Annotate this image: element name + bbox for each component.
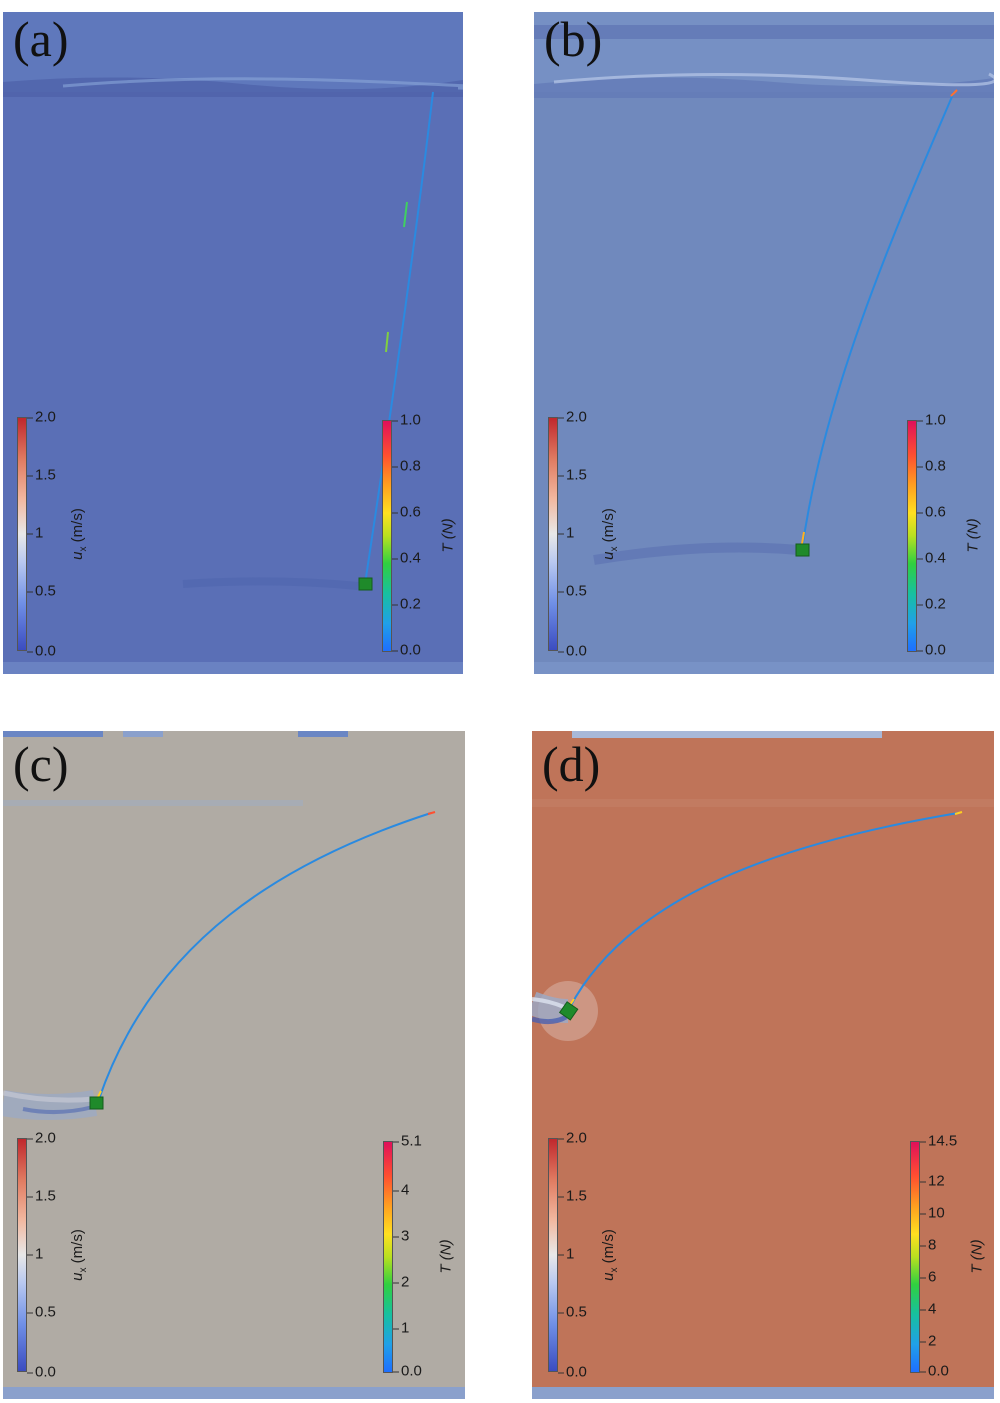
ux-tick: 0.5 [558,1304,587,1321]
ux-tick: 1 [27,525,43,542]
ux-tick: 2.0 [27,1130,56,1147]
ux-tick: 2.0 [558,409,587,426]
flow-field-c [3,731,465,1399]
ux-tick: 0.5 [27,1304,56,1321]
t-tick: 0.8 [392,458,421,475]
ux-title-symbol: u [68,1272,86,1281]
panel-label-c: (c) [13,736,69,792]
t-colorbar-a [382,420,392,652]
t-tick: 3 [393,1228,409,1245]
ux-title-symbol: u [599,1272,617,1281]
ux-colorbar-title-d: ux (m/s) [600,1229,620,1281]
ux-tick: 0.0 [27,1364,56,1381]
t-tick: 1 [393,1320,409,1337]
panel-label-d: (d) [542,736,601,792]
ux-tick: 1.5 [27,467,56,484]
t-tick: 0.4 [917,550,946,567]
ux-title-sub: x [608,546,620,552]
panel-label-b: (b) [544,12,603,67]
ux-tick: 0.0 [558,643,587,660]
t-tick: 0.6 [392,504,421,521]
ux-title-symbol: u [68,551,86,560]
ux-tick: 0.0 [27,643,56,660]
t-tick: 5.1 [393,1133,422,1150]
t-tick: 4 [920,1301,936,1318]
ux-colorbar-title-c: ux (m/s) [69,1229,89,1281]
t-colorbar-c [383,1141,393,1373]
panel-label-a: (a) [13,12,69,67]
ux-title-unit: (m/s) [599,508,617,543]
ux-tick: 1 [27,1246,43,1263]
ux-tick: 0.5 [27,583,56,600]
ux-colorbar-d [548,1138,558,1372]
flow-field-b [534,12,994,674]
t-tick: 8 [920,1237,936,1254]
panel-b: (b) 2.0 1.5 1 0.5 0.0 ux (m/s) 1.0 0.8 0… [534,12,994,674]
t-tick: 0.2 [392,596,421,613]
t-tick: 1.0 [392,412,421,429]
ux-tick: 0.0 [558,1364,587,1381]
t-tick: 2 [393,1274,409,1291]
t-tick: 6 [920,1269,936,1286]
panel-a: (a) 2.0 1.5 1 0.5 0.0 ux (m/s) 1.0 0.8 0… [3,12,463,674]
ux-tick: 1.5 [558,1188,587,1205]
ux-title-unit: (m/s) [599,1229,617,1264]
ux-tick: 1.5 [27,1188,56,1205]
panel-d: (d) 2.0 1.5 1 0.5 0.0 ux (m/s) 14.5 12 1… [532,731,994,1399]
t-tick: 14.5 [920,1133,957,1150]
t-tick: 0.0 [920,1363,949,1380]
ux-colorbar-title-b: ux (m/s) [600,508,620,560]
ux-title-symbol: u [599,551,617,560]
ux-title-unit: (m/s) [68,508,86,543]
t-tick: 0.8 [917,458,946,475]
ux-tick: 1 [558,1246,574,1263]
ux-tick: 2.0 [558,1130,587,1147]
ux-colorbar-c [17,1138,27,1372]
t-tick: 12 [920,1173,945,1190]
panel-c: (c) 2.0 1.5 1 0.5 0.0 ux (m/s) 5.1 4 3 2… [3,731,465,1399]
ux-tick: 0.5 [558,583,587,600]
ux-colorbar-b [548,417,558,651]
ux-colorbar-a [17,417,27,651]
ux-tick: 1 [558,525,574,542]
t-tick: 0.4 [392,550,421,567]
ux-colorbar-title-a: ux (m/s) [69,508,89,560]
t-tick: 1.0 [917,412,946,429]
t-colorbar-b [907,420,917,652]
t-tick: 10 [920,1205,945,1222]
ux-title-sub: x [77,546,89,552]
t-colorbar-title-c: T (N) [437,1239,455,1274]
t-colorbar-d [910,1141,920,1373]
t-tick: 0.6 [917,504,946,521]
t-tick: 0.2 [917,596,946,613]
t-tick: 0.0 [917,642,946,659]
ux-tick: 2.0 [27,409,56,426]
t-tick: 2 [920,1333,936,1350]
t-tick: 4 [393,1182,409,1199]
ux-tick: 1.5 [558,467,587,484]
t-colorbar-title-a: T (N) [439,518,457,553]
t-tick: 0.0 [392,642,421,659]
ux-title-unit: (m/s) [68,1229,86,1264]
t-colorbar-title-b: T (N) [964,518,982,553]
t-colorbar-title-d: T (N) [968,1239,986,1274]
ux-title-sub: x [77,1267,89,1273]
flow-field-a [3,12,463,674]
ux-title-sub: x [608,1267,620,1273]
flow-field-d [532,731,994,1399]
t-tick: 0.0 [393,1363,422,1380]
